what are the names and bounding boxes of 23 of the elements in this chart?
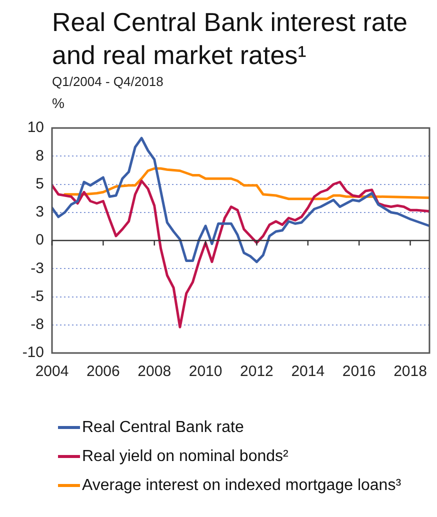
y-axis-title: % [52, 95, 66, 111]
chart-subtitle: Q1/2004 - Q4/2018 [52, 74, 164, 89]
x-tick-label: 2012 [240, 363, 274, 380]
x-tick-label: 2018 [394, 363, 427, 380]
x-tick-label: 2014 [291, 363, 325, 380]
y-tick-label: 5 [36, 175, 44, 192]
legend-label: Average interest on indexed mortgage loans³ [82, 476, 402, 496]
y-tick-label: 8 [36, 147, 44, 164]
x-tick-label: 2010 [188, 363, 222, 380]
x-tick-label: 2004 [35, 363, 69, 380]
y-tick-label: 10 [27, 119, 44, 136]
y-tick-label: 0 [36, 232, 44, 249]
chart-title: Real Central Bank interest rate and real market rates¹ [52, 6, 409, 72]
x-tick-label: 2008 [138, 363, 172, 380]
y-tick-label: -8 [30, 316, 44, 334]
y-tick-label: 3 [36, 204, 44, 221]
legend-label: Real yield on nominal bonds² [82, 447, 288, 467]
x-tick-label: 2016 [342, 363, 376, 380]
y-tick-label: -3 [30, 260, 44, 277]
y-tick-label: -10 [22, 344, 44, 362]
x-tick-label: 2006 [86, 363, 120, 380]
y-tick-label: -5 [30, 288, 44, 305]
legend-label: Real Central Bank rate [82, 418, 244, 438]
